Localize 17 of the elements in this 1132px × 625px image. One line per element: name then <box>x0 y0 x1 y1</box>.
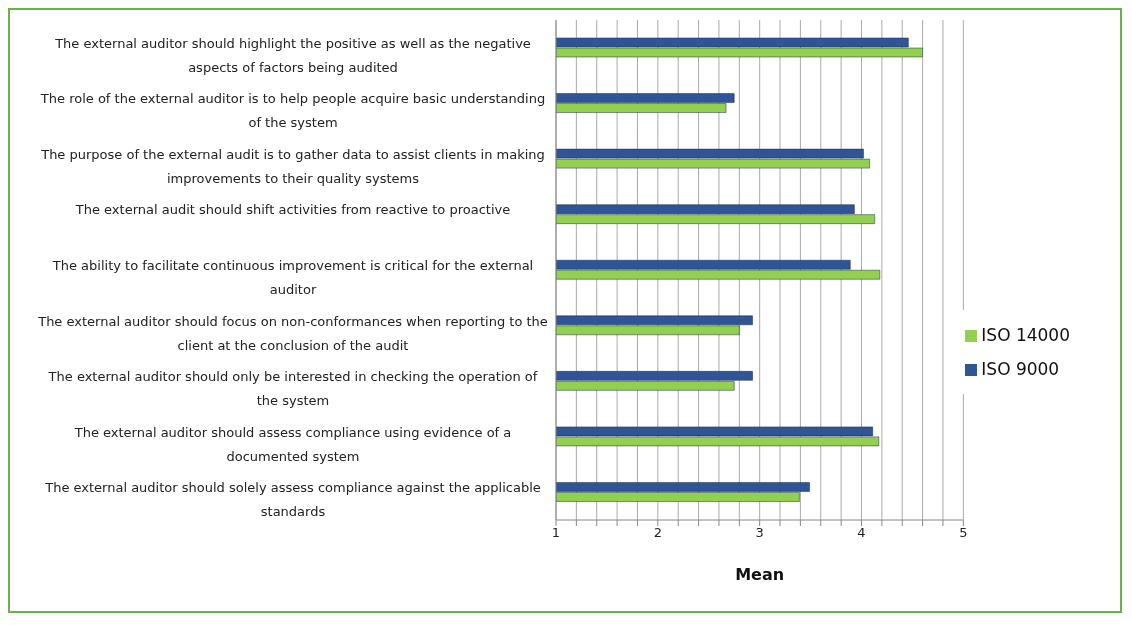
legend-label: ISO 14000 <box>981 325 1070 345</box>
x-tick-label: 2 <box>653 525 662 541</box>
legend-label: ISO 9000 <box>981 359 1060 379</box>
y-tick-label: The external audit should shift activities from reactive to proactive <box>74 202 511 218</box>
y-tick-label: The external auditor should highlight the positive as well as the negative aspects of factors being audited <box>54 35 531 75</box>
y-tick-label: The external auditor should focus on non-conformances when reporting to the client at the conclusion of the audit <box>37 313 548 353</box>
x-tick-label: 3 <box>755 525 764 541</box>
y-tick-label: The role of the external auditor is to help people acquire basic understanding of the system <box>39 91 546 131</box>
y-tick-label: The ability to facilitate continuous improvement is critical for the external auditor <box>51 258 534 297</box>
x-tick-label: 4 <box>857 525 866 541</box>
y-tick-label: The purpose of the external audit is to gather data to assist clients in making improvements to their quality systems <box>40 146 545 186</box>
x-axis-title: Mean <box>735 565 785 584</box>
y-tick-label: The external auditor should only be interested in checking the operation of the system <box>47 369 538 409</box>
y-tick-label: The external auditor should assess compliance using evidence of a documented system <box>73 424 512 464</box>
x-tick-label: 5 <box>959 525 968 541</box>
x-tick-label: 1 <box>551 525 561 541</box>
y-tick-label: The external auditor should solely assess compliance against the applicable standards <box>44 480 541 520</box>
